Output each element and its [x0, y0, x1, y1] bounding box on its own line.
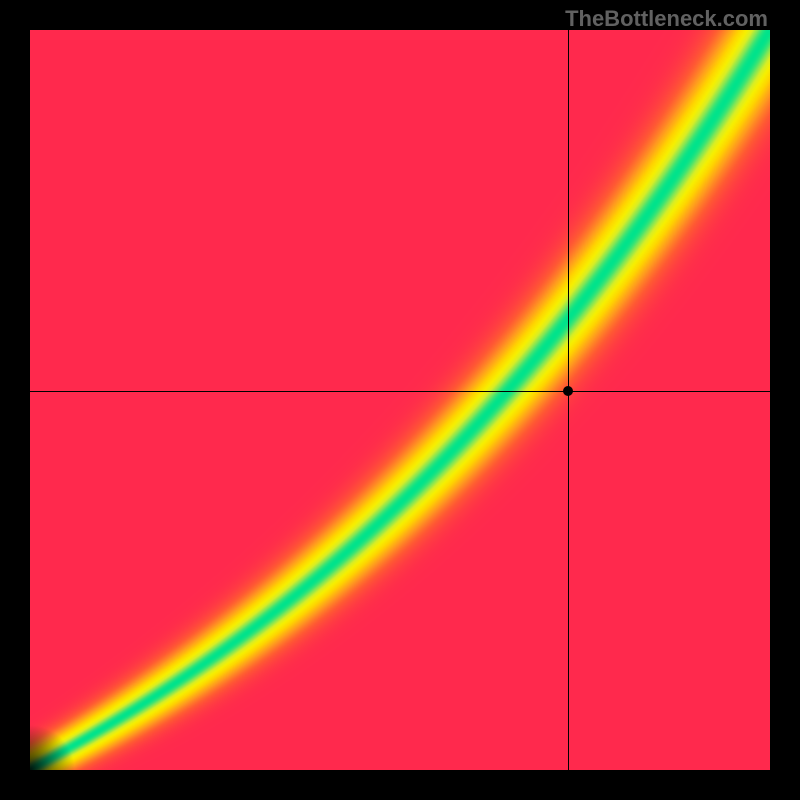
plot-area — [30, 30, 770, 770]
crosshair-vertical — [568, 30, 569, 770]
crosshair-point — [563, 386, 573, 396]
crosshair-horizontal — [30, 391, 770, 392]
watermark-text: TheBottleneck.com — [565, 6, 768, 32]
heatmap-canvas — [30, 30, 770, 770]
chart-root: TheBottleneck.com — [0, 0, 800, 800]
